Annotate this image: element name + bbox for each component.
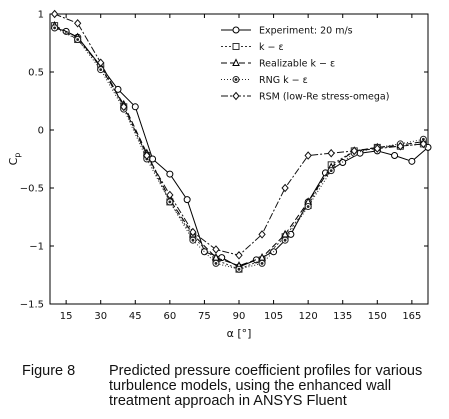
series-line [54,25,424,270]
series-4 [51,24,427,273]
y-tick-label: 0 [38,126,44,137]
pressure-coefficient-chart: 15 30 45 60 75 90 105 120 135 150 165 1 0.5 0 −0.5 −1 −1… [7,9,432,340]
series-layer [50,9,432,273]
data-point [235,251,243,260]
x-tick-label: 165 [402,311,421,322]
legend-label: k − ε [259,42,284,53]
x-tick-label: 60 [163,311,176,322]
data-point-dot [421,137,425,141]
data-point [327,148,335,158]
x-tick-label: 75 [198,311,211,322]
legend-marker [232,26,240,34]
legend-item-1: Experiment: 20 m/s [221,26,353,37]
data-point [166,198,174,206]
y-axis-label: Cp [7,153,22,166]
data-point [189,236,197,244]
legend-marker-dot [234,78,238,81]
data-point [51,24,59,32]
legend-label: RSM (low-Re stress-omega) [259,92,389,103]
data-point [149,155,157,163]
data-point [258,230,266,239]
axis-ticks: 15 30 45 60 75 90 105 120 135 150 165 1 0.5 0 −0.5 −1 −1… [20,10,428,322]
x-axis-label: α [°] [227,327,252,340]
data-point [304,151,312,160]
data-point-dot [283,238,287,242]
data-point [281,236,289,244]
x-tick-label: 30 [94,311,107,322]
data-point [350,146,358,156]
series-line [54,13,424,256]
legend-item-4: RNG k − ε [221,75,308,86]
data-point [396,141,405,151]
legend-label: RNG k − ε [259,75,308,86]
data-point [183,196,191,204]
data-point [419,139,428,149]
data-point [73,19,82,28]
legend-marker [232,91,240,101]
series-5 [50,9,428,260]
data-point [408,157,416,165]
y-tick-label: 0.5 [28,68,44,79]
x-tick-label: 135 [333,311,352,322]
data-point [120,102,128,112]
y-tick-label: 1 [38,10,44,21]
data-point [189,227,197,237]
legend-label: Realizable k − ε [259,59,335,70]
data-point [50,9,59,19]
series-line [54,25,424,267]
x-tick-label: 105 [264,311,283,322]
y-tick-label: −1 [29,242,44,253]
data-point-dot [260,262,264,265]
series-2 [51,22,427,273]
caption-text: Predicted pressure coefficient profiles … [109,363,423,409]
data-point-dot [329,169,333,173]
data-point [212,245,220,254]
data-point [97,58,105,67]
data-point [419,135,427,143]
data-point [143,151,151,160]
legend-item-3: Realizable k − ε [221,58,335,70]
data-point-dot [214,262,218,265]
legend-marker [232,76,240,83]
data-point [131,103,139,111]
x-tick-label: 120 [299,311,318,322]
x-tick-label: 45 [129,311,142,322]
data-point-dot [76,38,80,41]
x-tick-label: 150 [368,311,387,322]
legend-marker [232,43,240,50]
data-point [281,183,289,193]
data-point [74,36,82,44]
y-tick-label: −0.5 [20,184,44,195]
x-tick-label: 15 [60,311,73,322]
y-tick-label: −1.5 [20,300,44,311]
data-point [212,259,220,267]
data-point [235,265,243,273]
data-point-dot [168,200,172,204]
data-point [356,149,364,157]
plot-frame [49,13,429,305]
data-point [304,203,312,211]
data-point-dot [191,238,195,242]
data-point-dot [53,26,57,30]
legend-marker [232,58,240,66]
legend-label: Experiment: 20 m/s [259,26,353,37]
series-3 [50,20,428,269]
legend-item-5: RSM (low-Re stress-omega) [221,92,389,103]
caption-number: Figure 8 [22,363,76,379]
data-point [166,170,174,178]
data-point-dot [237,267,241,271]
data-point [327,167,335,175]
legend-item-2: k − ε [221,42,284,53]
legend: Experiment: 20 m/s k − ε Realizable k − ε R… [221,26,389,103]
data-point [200,248,208,256]
x-tick-label: 90 [233,311,246,322]
series-line [54,27,429,268]
data-point-dot [99,68,103,72]
data-point [373,144,381,153]
data-point [391,152,399,160]
data-point [166,190,174,200]
data-point-dot [306,205,310,208]
data-point [258,259,266,267]
